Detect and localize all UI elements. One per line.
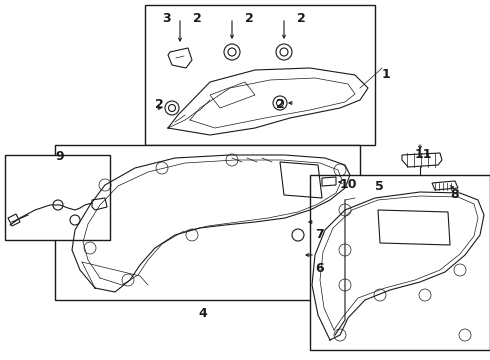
Text: 11: 11 xyxy=(415,148,433,161)
Text: 2: 2 xyxy=(276,98,285,111)
Text: 1: 1 xyxy=(382,68,391,81)
Text: 4: 4 xyxy=(198,307,207,320)
Text: 7: 7 xyxy=(315,228,324,241)
Text: 3: 3 xyxy=(162,12,171,25)
Text: 10: 10 xyxy=(340,178,358,191)
Text: 2: 2 xyxy=(193,12,202,25)
Bar xyxy=(145,5,375,145)
Text: 6: 6 xyxy=(315,262,323,275)
Text: 2: 2 xyxy=(155,98,164,111)
Text: 5: 5 xyxy=(375,180,384,193)
Bar xyxy=(310,175,490,350)
Bar xyxy=(55,145,360,300)
Bar xyxy=(5,155,110,240)
Text: 2: 2 xyxy=(297,12,306,25)
Text: 9: 9 xyxy=(55,150,64,163)
Text: 2: 2 xyxy=(245,12,254,25)
Text: 8: 8 xyxy=(450,188,459,201)
